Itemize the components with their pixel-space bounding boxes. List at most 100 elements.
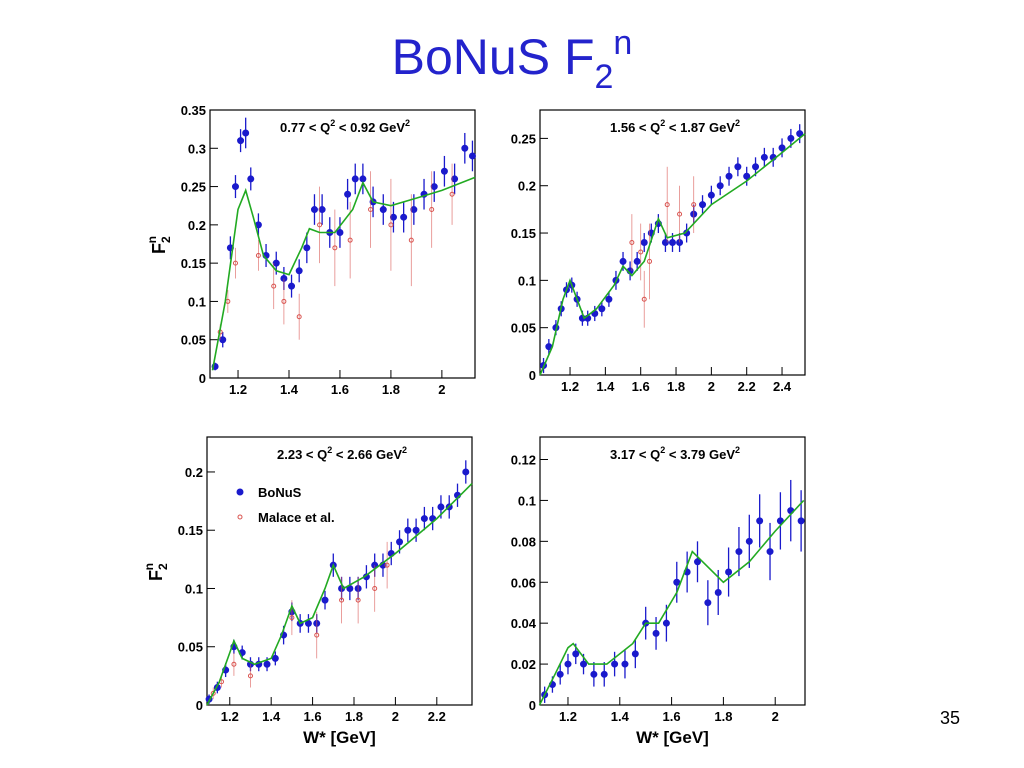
x-tick-label: 2: [392, 709, 399, 724]
fit-curve: [206, 483, 473, 706]
bonus-point: [420, 515, 428, 523]
bonus-point: [735, 548, 743, 556]
y-tick-label: 0.2: [518, 179, 536, 194]
chart-panel: 0 0.05 0.1 0.15 0.2 0.25 1.2 1.4 1.6 1.8 2 2.2 2.4 1.…: [511, 109, 806, 394]
x-tick-label: 1.8: [345, 709, 363, 724]
malace-point: [429, 207, 435, 213]
title-sup: n: [613, 24, 632, 62]
bonus-point: [693, 558, 701, 566]
bonus-point: [462, 468, 470, 476]
malace-point: [317, 222, 323, 228]
bonus-point: [725, 568, 733, 576]
bonus-point: [621, 660, 629, 668]
bonus-point: [640, 239, 648, 246]
bonus-point: [669, 239, 676, 246]
y-tick-label: 0.12: [511, 453, 536, 468]
malace-point: [449, 191, 455, 197]
bonus-point: [652, 629, 660, 637]
bonus-point: [725, 172, 733, 180]
bonus-point: [437, 503, 445, 511]
bonus-point: [745, 537, 753, 545]
bonus-point: [288, 282, 296, 290]
bonus-point: [412, 526, 420, 534]
plot-frame: [539, 436, 806, 706]
panel-annotation: 0.77 < Q2 < 0.92 GeV2: [280, 118, 410, 135]
bonus-point: [556, 670, 564, 678]
y-label-main: F: [146, 570, 166, 581]
bonus-point: [271, 654, 279, 662]
x-tick-label: 1.2: [561, 379, 579, 394]
panel-annotation: 2.23 < Q2 < 2.66 GeV2: [277, 445, 407, 462]
legend-label: Malace et al.: [258, 510, 335, 525]
bonus-point: [237, 137, 245, 145]
x-tick-label: 1.6: [304, 709, 322, 724]
x-tick-label: 2.4: [773, 379, 792, 394]
annotation-sup: 2: [660, 445, 665, 455]
y-tick-label: 0: [199, 371, 206, 386]
annotation-sup: 2: [405, 118, 410, 128]
bonus-point: [219, 336, 227, 344]
x-tick-label: 1.4: [280, 382, 299, 397]
annotation-sup: 2: [660, 118, 665, 128]
bonus-point: [707, 191, 715, 199]
x-tick-label: 1.2: [559, 709, 577, 724]
bonus-point: [451, 175, 459, 183]
y-tick-label: 0: [529, 368, 536, 383]
malace-point: [691, 202, 697, 208]
bonus-point: [776, 517, 784, 525]
malace-point: [231, 661, 237, 667]
annotation-text: 1.56 < Q: [610, 120, 660, 135]
annotation-sup: 2: [402, 445, 407, 455]
title-sub: 2: [595, 58, 614, 96]
bonus-point: [797, 517, 805, 525]
x-tick-label: 2: [438, 382, 445, 397]
malace-point: [664, 202, 670, 208]
legend-marker: [236, 488, 244, 496]
y-tick-label: 0.04: [511, 616, 537, 631]
annotation-sup: 2: [735, 118, 740, 128]
bonus-point: [351, 175, 359, 183]
bonus-point: [304, 619, 312, 627]
annotation-text: 2.23 < Q: [277, 447, 327, 462]
bonus-point: [756, 517, 764, 525]
y-tick-label: 0.15: [511, 226, 536, 241]
x-tick-label: 2: [708, 379, 715, 394]
bonus-point: [619, 257, 627, 265]
bonus-point: [389, 213, 397, 221]
bonus-point: [396, 538, 404, 546]
malace-point: [255, 252, 261, 258]
panel-annotation: 3.17 < Q2 < 3.79 GeV2: [610, 445, 740, 462]
slide-title: BoNuS F2n: [392, 24, 633, 96]
bonus-point: [796, 130, 804, 138]
x-tick-label: 1.4: [611, 709, 630, 724]
bonus-point: [662, 619, 670, 627]
fit-curve: [538, 499, 805, 706]
bonus-point: [263, 660, 271, 668]
fit-curve: [539, 133, 806, 376]
annotation-text: < 0.92 GeV: [335, 120, 405, 135]
annotation-text: < 2.66 GeV: [332, 447, 402, 462]
malace-point: [384, 562, 390, 568]
x-tick-label: 2.2: [738, 379, 756, 394]
malace-point: [271, 283, 277, 289]
bonus-point: [318, 206, 326, 214]
bonus-point: [468, 152, 476, 160]
malace-point: [355, 597, 361, 603]
y-tick-label: 0.2: [188, 218, 206, 233]
bonus-point: [704, 599, 712, 607]
bonus-point: [247, 175, 255, 183]
malace-point: [281, 298, 287, 304]
bonus-point: [572, 650, 580, 658]
bonus-point: [631, 650, 639, 658]
y-label-sup: n: [142, 563, 156, 570]
chart-panel: 00.050.10.150.21.2 1.4 1.6 1.8 2 2.22.23 < Q2…: [142, 436, 473, 747]
bonus-point: [611, 660, 619, 668]
bonus-point: [743, 172, 751, 180]
y-axis-label: F2n: [142, 563, 170, 581]
x-tick-label: 1.2: [221, 709, 239, 724]
x-tick-label: 1.6: [663, 709, 681, 724]
malace-point: [647, 258, 653, 264]
annotation-text: < 3.79 GeV: [665, 447, 735, 462]
y-tick-label: 0.05: [511, 321, 536, 336]
bonus-point: [231, 183, 239, 191]
